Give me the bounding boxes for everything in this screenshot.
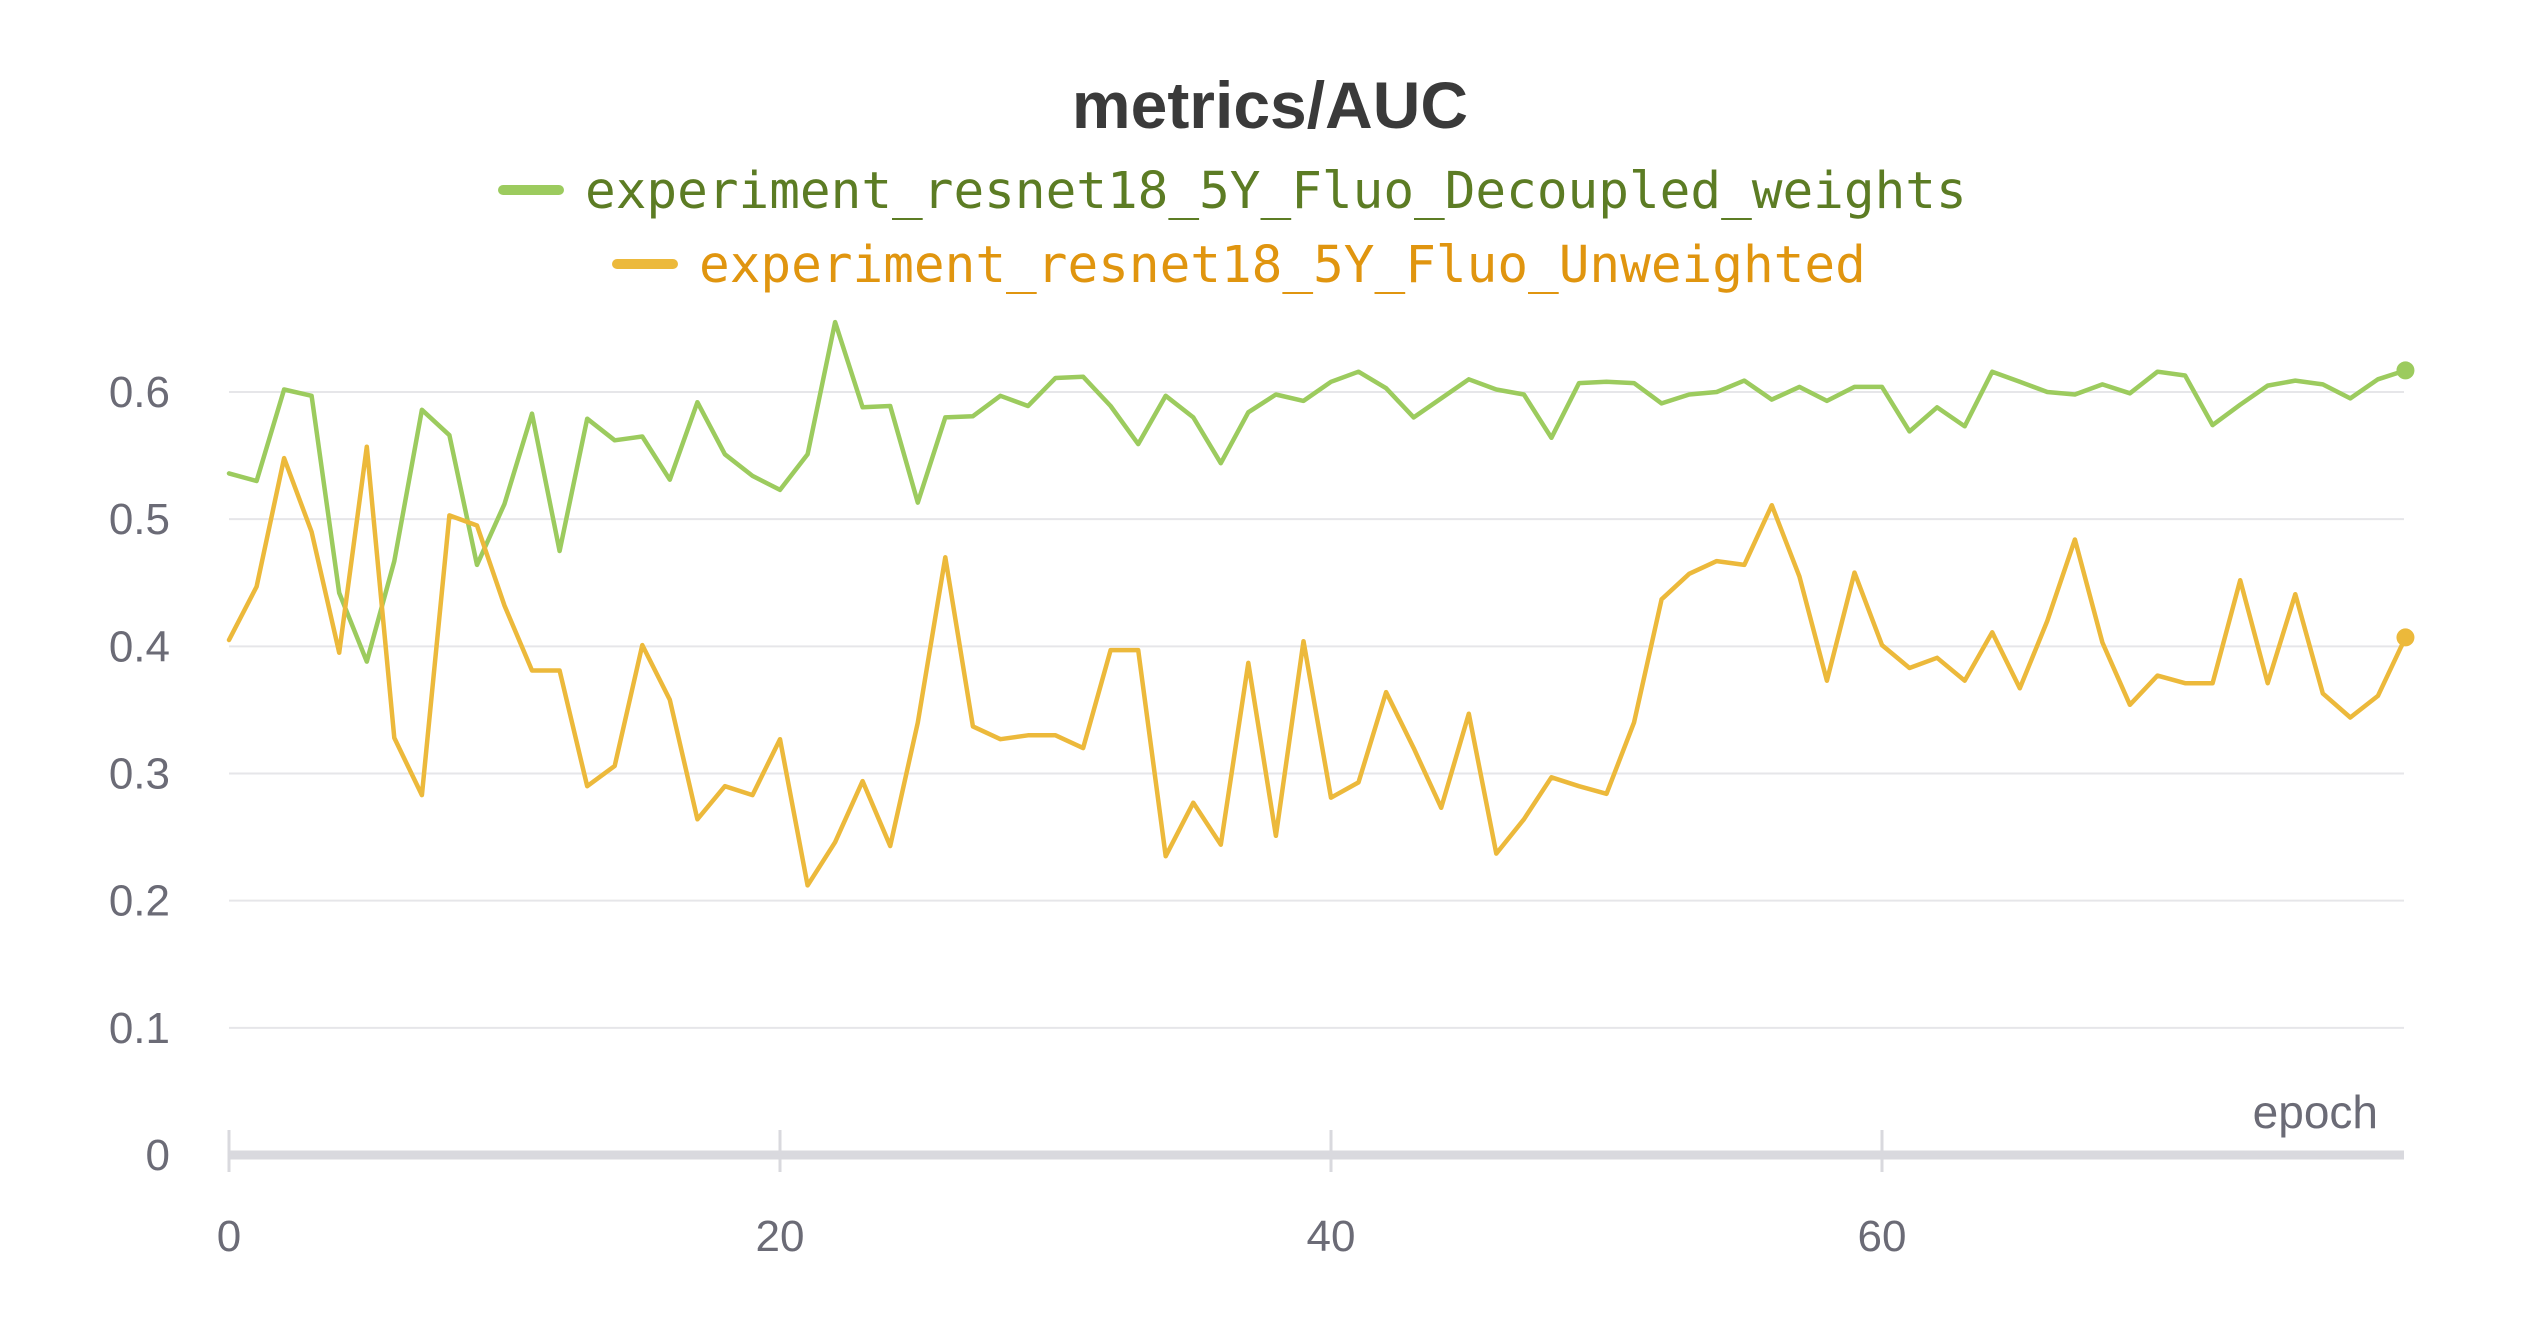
chart-title: metrics/AUC [1072,68,1468,142]
x-axis: 0 20 40 60 [217,1130,2404,1261]
x-tick-label: 60 [1858,1212,1907,1261]
legend: experiment_resnet18_5Y_Fluo_Decoupled_we… [498,162,1967,295]
legend-entry-2[interactable]: experiment_resnet18_5Y_Fluo_Unweighted [699,236,1866,295]
series-end-point-1[interactable] [2396,361,2415,380]
y-tick-label: 0 [146,1131,170,1180]
series-lines [226,319,2415,888]
x-axis-label: epoch [2253,1086,2378,1138]
y-tick-label: 0.1 [109,1004,170,1053]
grid-lines [229,391,2404,1029]
y-tick-label: 0.2 [109,877,170,926]
series-line-2[interactable] [226,444,2408,888]
series-end-point-2[interactable] [2396,628,2415,647]
x-tick-label: 0 [217,1212,241,1261]
legend-entry-1[interactable]: experiment_resnet18_5Y_Fluo_Decoupled_we… [585,162,1967,221]
y-tick-label: 0.5 [109,495,170,544]
y-tick-label: 0.3 [109,750,170,799]
series-line-1[interactable] [226,319,2408,664]
x-tick-label: 40 [1307,1212,1356,1261]
y-tick-label: 0.6 [109,368,170,417]
y-tick-label: 0.4 [109,622,170,671]
y-axis-ticks: 0 0.1 0.2 0.3 0.4 0.5 0.6 [109,368,170,1180]
x-tick-label: 20 [756,1212,805,1261]
